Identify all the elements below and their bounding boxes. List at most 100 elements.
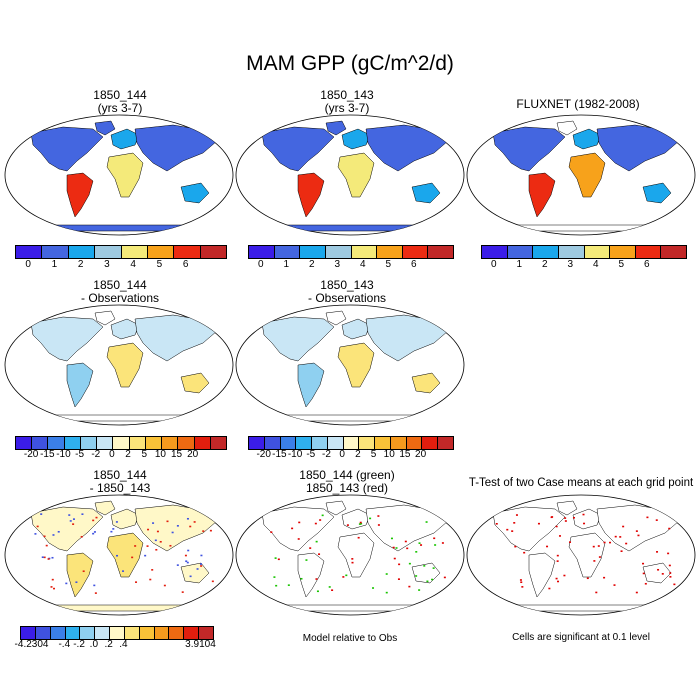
grid-cell [36, 525, 39, 528]
grid-cell [557, 580, 560, 583]
grid-cell [398, 563, 401, 566]
colorbar-swatch [264, 437, 281, 449]
colorbar-tick-label: 5 [156, 259, 163, 270]
colorbar-swatch [113, 437, 130, 449]
grid-cell [116, 554, 119, 557]
colorbar-swatch [359, 437, 376, 449]
grid-cell [385, 573, 388, 575]
grid-cell [291, 527, 294, 530]
colorbar-tick-label: 5 [141, 449, 147, 460]
colorbar-swatch [16, 437, 33, 449]
grid-cell [418, 589, 421, 591]
continent-greenland [94, 310, 116, 326]
continent-antarctica [269, 414, 431, 422]
colorbar-tick-label: 6 [410, 259, 417, 270]
grid-cell [408, 585, 411, 588]
continent-south-america [297, 172, 325, 218]
continent-south-america [528, 552, 556, 598]
continent-africa [337, 532, 375, 578]
panel-title-143-minus-obs: 1850_143 - Observations [227, 279, 467, 305]
grid-cell [357, 536, 360, 539]
grid-cell [523, 551, 526, 554]
colorbar-gpp-3-labels: 0 1 2 3 4 5 6 [481, 259, 685, 271]
grid-cell [181, 591, 184, 593]
grid-cell [154, 539, 157, 542]
continent-africa [568, 532, 606, 578]
grid-cell [668, 527, 671, 530]
grid-cell [93, 584, 96, 587]
continent-europe [341, 318, 371, 340]
colorbar-diff-obs-1-labels: -20 -15 -10 -5 -2 0 2 5 10 15 20 [15, 449, 225, 461]
grid-cell [597, 545, 600, 547]
continent-north-america [30, 126, 104, 172]
grid-cell [441, 542, 444, 544]
continent-antarctica [500, 604, 662, 612]
colorbar-swatch [95, 627, 111, 639]
grid-cell [619, 536, 622, 538]
grid-cell [673, 583, 676, 586]
grid-cell [81, 513, 84, 515]
grid-cell [196, 568, 199, 570]
grid-cell [392, 546, 395, 549]
colorbar-swatch [162, 437, 179, 449]
grid-cell [668, 564, 671, 567]
grid-cell [200, 554, 203, 557]
grid-cell [211, 580, 214, 583]
grid-cell [432, 567, 435, 569]
colorbar-tick-label: -2 [91, 449, 101, 460]
grid-cell [614, 535, 617, 538]
grid-cell [495, 522, 498, 525]
grid-cell [555, 577, 558, 580]
grid-cell [159, 540, 162, 543]
grid-cell [625, 542, 628, 545]
continent-south-america [528, 172, 556, 218]
grid-cell [593, 560, 596, 562]
colorbar-tick-label: 1 [516, 259, 523, 270]
panel-title-line2: - Observations [80, 291, 160, 305]
grid-cell [187, 549, 190, 552]
grid-cell [635, 591, 638, 594]
grid-cell [556, 560, 559, 562]
continent-north-america [261, 126, 335, 172]
colorbar-tick-label: 3 [334, 259, 341, 270]
colorbar-swatch [300, 246, 326, 258]
grid-cell [189, 525, 192, 528]
continent-antarctica [38, 604, 200, 612]
grid-cell [415, 551, 418, 553]
colorbar-tick-label: 10 [383, 449, 395, 460]
colorbar-swatch [21, 627, 36, 639]
colorbar-tick-label: 3 [104, 259, 110, 270]
grid-cell [346, 524, 349, 526]
colorbar-swatch [507, 246, 534, 258]
continent-south-america [66, 362, 94, 408]
grid-cell [661, 573, 664, 575]
grid-cell [134, 545, 137, 547]
grid-cell [613, 584, 616, 586]
grid-cell [511, 530, 514, 532]
grid-cell [358, 523, 361, 525]
colorbar-tick-label: 6 [643, 259, 650, 270]
colorbar-swatch [184, 627, 200, 639]
panel-title-144-minus-143: 1850_144 - 1850_143 [0, 469, 240, 495]
grid-cell [69, 520, 72, 522]
continent-europe [110, 318, 140, 340]
grid-cell [53, 587, 56, 590]
grid-cell [572, 516, 575, 519]
continent-antarctica [38, 224, 200, 232]
colorbar-swatch [48, 437, 65, 449]
grid-cell [431, 578, 434, 581]
grid-cell [82, 570, 85, 573]
continent-antarctica [500, 224, 662, 232]
grid-cell [423, 565, 426, 567]
colorbar-swatch [95, 246, 122, 258]
grid-cell [622, 525, 625, 528]
grid-cell [146, 545, 149, 547]
grid-cell [521, 586, 524, 588]
colorbar-swatch [325, 246, 352, 258]
grid-cell [583, 522, 586, 525]
grid-cell [620, 550, 623, 552]
grid-cell [318, 553, 321, 555]
map-green-red [235, 494, 465, 616]
grid-cell [372, 587, 375, 589]
colorbar-swatch [274, 246, 301, 258]
